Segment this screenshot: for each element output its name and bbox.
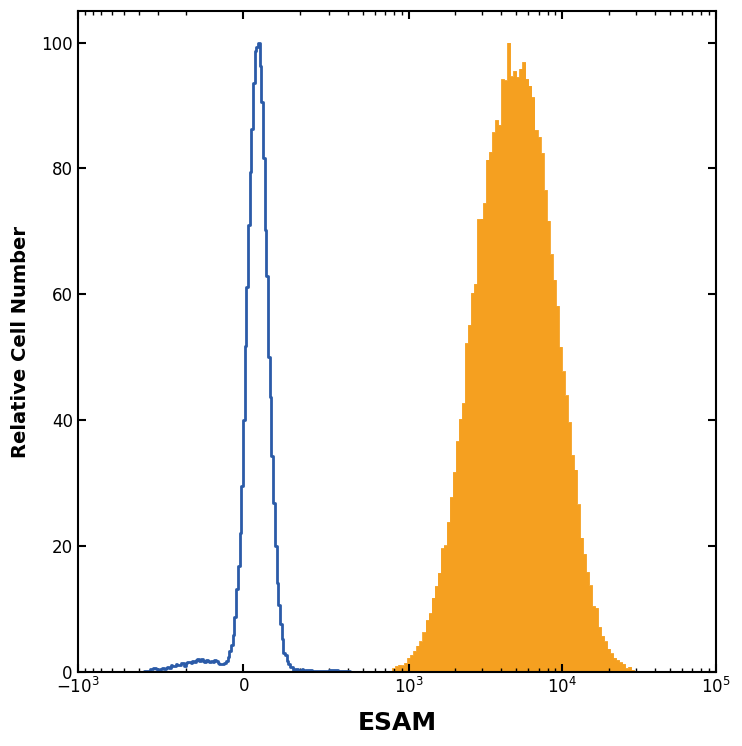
X-axis label: ESAM: ESAM — [358, 711, 436, 735]
Y-axis label: Relative Cell Number: Relative Cell Number — [11, 225, 30, 457]
